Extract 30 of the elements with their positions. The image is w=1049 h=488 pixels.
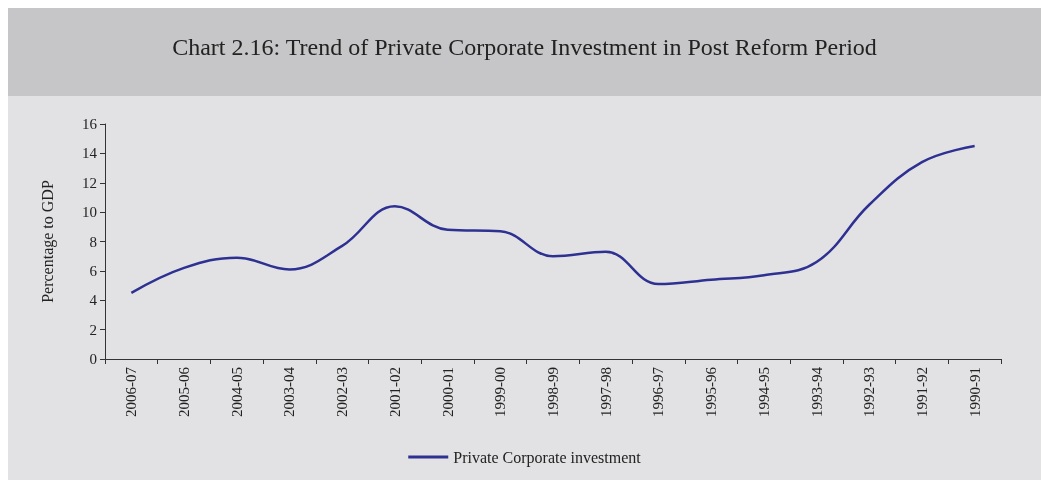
y-tick-label: 14 bbox=[82, 145, 98, 162]
y-tick-label: 10 bbox=[82, 204, 97, 221]
x-tick-label: 2000-01 bbox=[439, 367, 456, 417]
legend-label: Private Corporate investment bbox=[453, 448, 642, 467]
x-tick-label: 1997-98 bbox=[597, 367, 614, 417]
x-tick-label: 2003-04 bbox=[281, 366, 298, 417]
x-tick-label: 2002-03 bbox=[334, 367, 351, 417]
y-tick-label: 8 bbox=[89, 233, 97, 250]
x-tick-label: 2004-05 bbox=[228, 367, 245, 417]
y-tick-label: 0 bbox=[89, 351, 97, 367]
x-tick-label: 1994-95 bbox=[755, 367, 772, 417]
x-tick-label: 2001-02 bbox=[386, 367, 403, 417]
x-tick-label: 2005-06 bbox=[176, 366, 193, 417]
x-tick-label: 1998-99 bbox=[545, 367, 561, 417]
x-tick-label: 1991-92 bbox=[913, 367, 930, 417]
x-tick-label: 1995-96 bbox=[703, 366, 720, 417]
chart-title: Chart 2.16: Trend of Private Corporate Investment in Post Reform Period bbox=[172, 34, 877, 60]
x-tick-label: 1992-93 bbox=[861, 367, 878, 417]
x-tick-label: 1990-91 bbox=[966, 367, 983, 417]
line-series bbox=[130, 144, 976, 295]
x-tick-label: 1993-94 bbox=[808, 366, 825, 417]
x-tick-label: 1996-97 bbox=[650, 366, 667, 417]
y-tick-label: 16 bbox=[82, 116, 98, 132]
x-tick-label: 2006-07 bbox=[123, 366, 140, 417]
y-tick-label: 6 bbox=[89, 262, 98, 279]
y-tick-label: 4 bbox=[89, 292, 98, 309]
y-tick-label: 2 bbox=[89, 321, 97, 338]
x-tick-label: 1999-00 bbox=[492, 367, 509, 417]
y-tick-label: 12 bbox=[82, 174, 97, 191]
y-axis-title: Percentage to GDP bbox=[38, 180, 57, 303]
